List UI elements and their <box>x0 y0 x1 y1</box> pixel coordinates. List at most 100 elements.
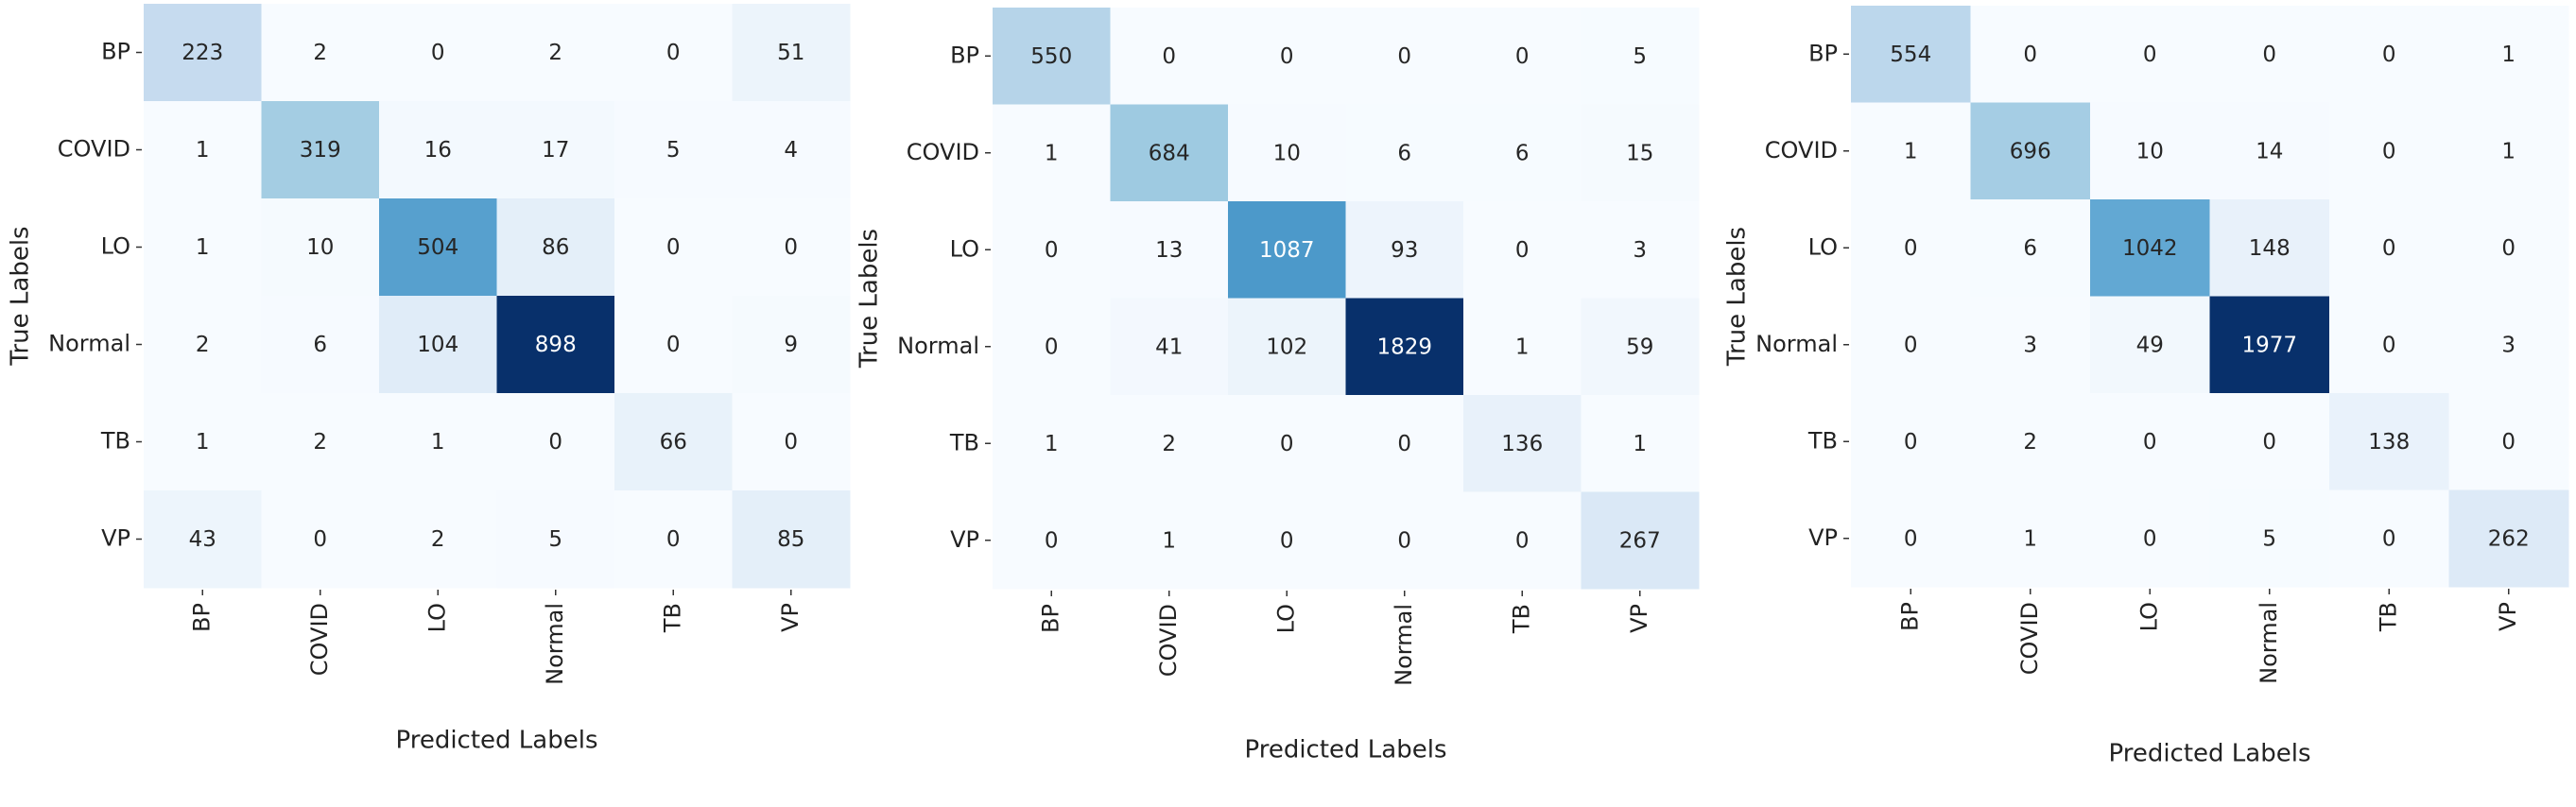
cell-value-label: 59 <box>1626 335 1653 359</box>
heatmap-cell <box>1110 298 1229 396</box>
heatmap-cell <box>496 101 615 199</box>
x-tick-label: VP <box>777 603 804 632</box>
cell-value-label: 1087 <box>1259 238 1315 263</box>
heatmap-cell <box>993 491 1111 590</box>
heatmap-cell <box>2209 296 2330 394</box>
cell-value-label: 17 <box>542 138 569 163</box>
y-tick-label: BP <box>1808 40 1838 66</box>
heatmap-cell <box>1463 298 1582 396</box>
cell-value-label: 1 <box>1045 432 1059 456</box>
cell-value-label: 0 <box>1515 44 1530 69</box>
cell-value-label: 13 <box>1155 238 1183 263</box>
cell-value-label: 6 <box>2023 236 2037 261</box>
cell-value-label: 696 <box>2010 139 2051 163</box>
heatmap-cell <box>144 4 262 102</box>
cell-value-label: 2 <box>196 333 210 357</box>
y-tick-label: BP <box>101 39 130 65</box>
heatmap-cell <box>1970 199 2091 297</box>
cell-value-label: 0 <box>2382 43 2396 67</box>
cell-value-label: 0 <box>2382 526 2396 551</box>
cell-value-label: 0 <box>666 235 681 260</box>
y-tick-label: TB <box>100 428 130 455</box>
heatmap-cell <box>2090 102 2210 200</box>
cell-value-label: 0 <box>2382 333 2396 357</box>
heatmap-cell <box>1463 491 1582 590</box>
heatmap-cell <box>2329 393 2449 490</box>
heatmap-cell <box>144 198 262 297</box>
cell-value-label: 93 <box>1391 238 1418 263</box>
cell-value-label: 136 <box>1501 432 1543 456</box>
heatmap-cell <box>1463 395 1582 492</box>
cell-value-label: 0 <box>313 527 327 552</box>
cell-value-label: 10 <box>1273 141 1301 165</box>
heatmap-cell <box>379 4 497 102</box>
heatmap-cell <box>1110 201 1229 299</box>
x-tick-label: Normal <box>542 603 568 685</box>
heatmap-cell <box>1970 489 2091 588</box>
cell-value-label: 6 <box>1397 141 1411 165</box>
cell-value-label: 3 <box>1633 238 1647 263</box>
heatmap-cell <box>1463 8 1582 105</box>
cell-value-label: 1 <box>431 430 445 455</box>
heatmap-cell <box>1970 6 2091 103</box>
cell-value-label: 10 <box>306 235 334 260</box>
cell-value-label: 0 <box>1904 430 1918 455</box>
cell-value-label: 0 <box>1397 432 1411 456</box>
heatmap-cell <box>1970 393 2091 490</box>
cell-value-label: 504 <box>417 235 458 260</box>
heatmap-cell <box>2209 102 2330 200</box>
heatmap-cell <box>1851 296 1971 394</box>
heatmap-cell <box>1851 489 1971 588</box>
heatmap-cell <box>1581 104 1700 202</box>
heatmap-cell <box>614 101 733 199</box>
cell-value-label: 5 <box>2262 526 2276 551</box>
heatmap-cell <box>496 490 615 589</box>
cell-value-label: 0 <box>1280 528 1294 553</box>
heatmap-cell <box>2329 199 2449 297</box>
cell-value-label: 0 <box>2501 430 2515 455</box>
heatmap-cell <box>1345 201 1464 299</box>
y-tick-label: Normal <box>897 333 979 359</box>
cell-value-label: 684 <box>1149 141 1190 165</box>
cell-value-label: 138 <box>2368 430 2410 455</box>
x-tick-label: BP <box>1037 604 1063 633</box>
cell-value-label: 0 <box>2143 43 2157 67</box>
cell-value-label: 66 <box>660 430 687 455</box>
heatmap-cell <box>614 490 733 589</box>
cell-value-label: 0 <box>784 235 798 260</box>
cell-value-label: 0 <box>1280 432 1294 456</box>
cell-value-label: 550 <box>1030 44 1072 69</box>
cell-value-label: 2 <box>313 430 327 455</box>
y-axis-title: True Labels <box>7 226 35 366</box>
y-tick-label: COVID <box>1765 137 1838 163</box>
heatmap-cell <box>144 393 262 491</box>
heatmap-cell <box>1851 393 1971 490</box>
cell-value-label: 86 <box>542 235 569 260</box>
cell-value-label: 1042 <box>2122 236 2178 261</box>
heatmap-cell <box>1228 8 1346 105</box>
cell-value-label: 5 <box>1633 44 1647 69</box>
heatmap-cell <box>1110 491 1229 590</box>
heatmap-cell <box>1851 199 1971 297</box>
cell-value-label: 0 <box>2501 236 2515 261</box>
cell-value-label: 0 <box>1045 528 1059 553</box>
x-tick-label: TB <box>659 603 685 633</box>
cell-value-label: 1 <box>196 430 210 455</box>
y-tick-label: COVID <box>58 136 130 163</box>
heatmap-cell <box>2329 102 2449 200</box>
heatmap-cell <box>144 490 262 589</box>
heatmap-cell <box>1110 395 1229 492</box>
cell-value-label: 41 <box>1155 335 1183 359</box>
cell-value-label: 3 <box>2501 333 2515 357</box>
y-tick-label: LO <box>1808 233 1838 260</box>
heatmap-cell <box>261 490 380 589</box>
heatmap-cell <box>261 101 380 199</box>
cell-value-label: 0 <box>1515 528 1530 553</box>
heatmap-cell <box>1581 395 1700 492</box>
y-tick-label: VP <box>1808 524 1838 551</box>
cell-value-label: 51 <box>777 41 804 65</box>
heatmap-cell <box>2090 296 2210 394</box>
x-tick-label: VP <box>2495 602 2521 631</box>
cell-value-label: 1 <box>1633 432 1647 456</box>
